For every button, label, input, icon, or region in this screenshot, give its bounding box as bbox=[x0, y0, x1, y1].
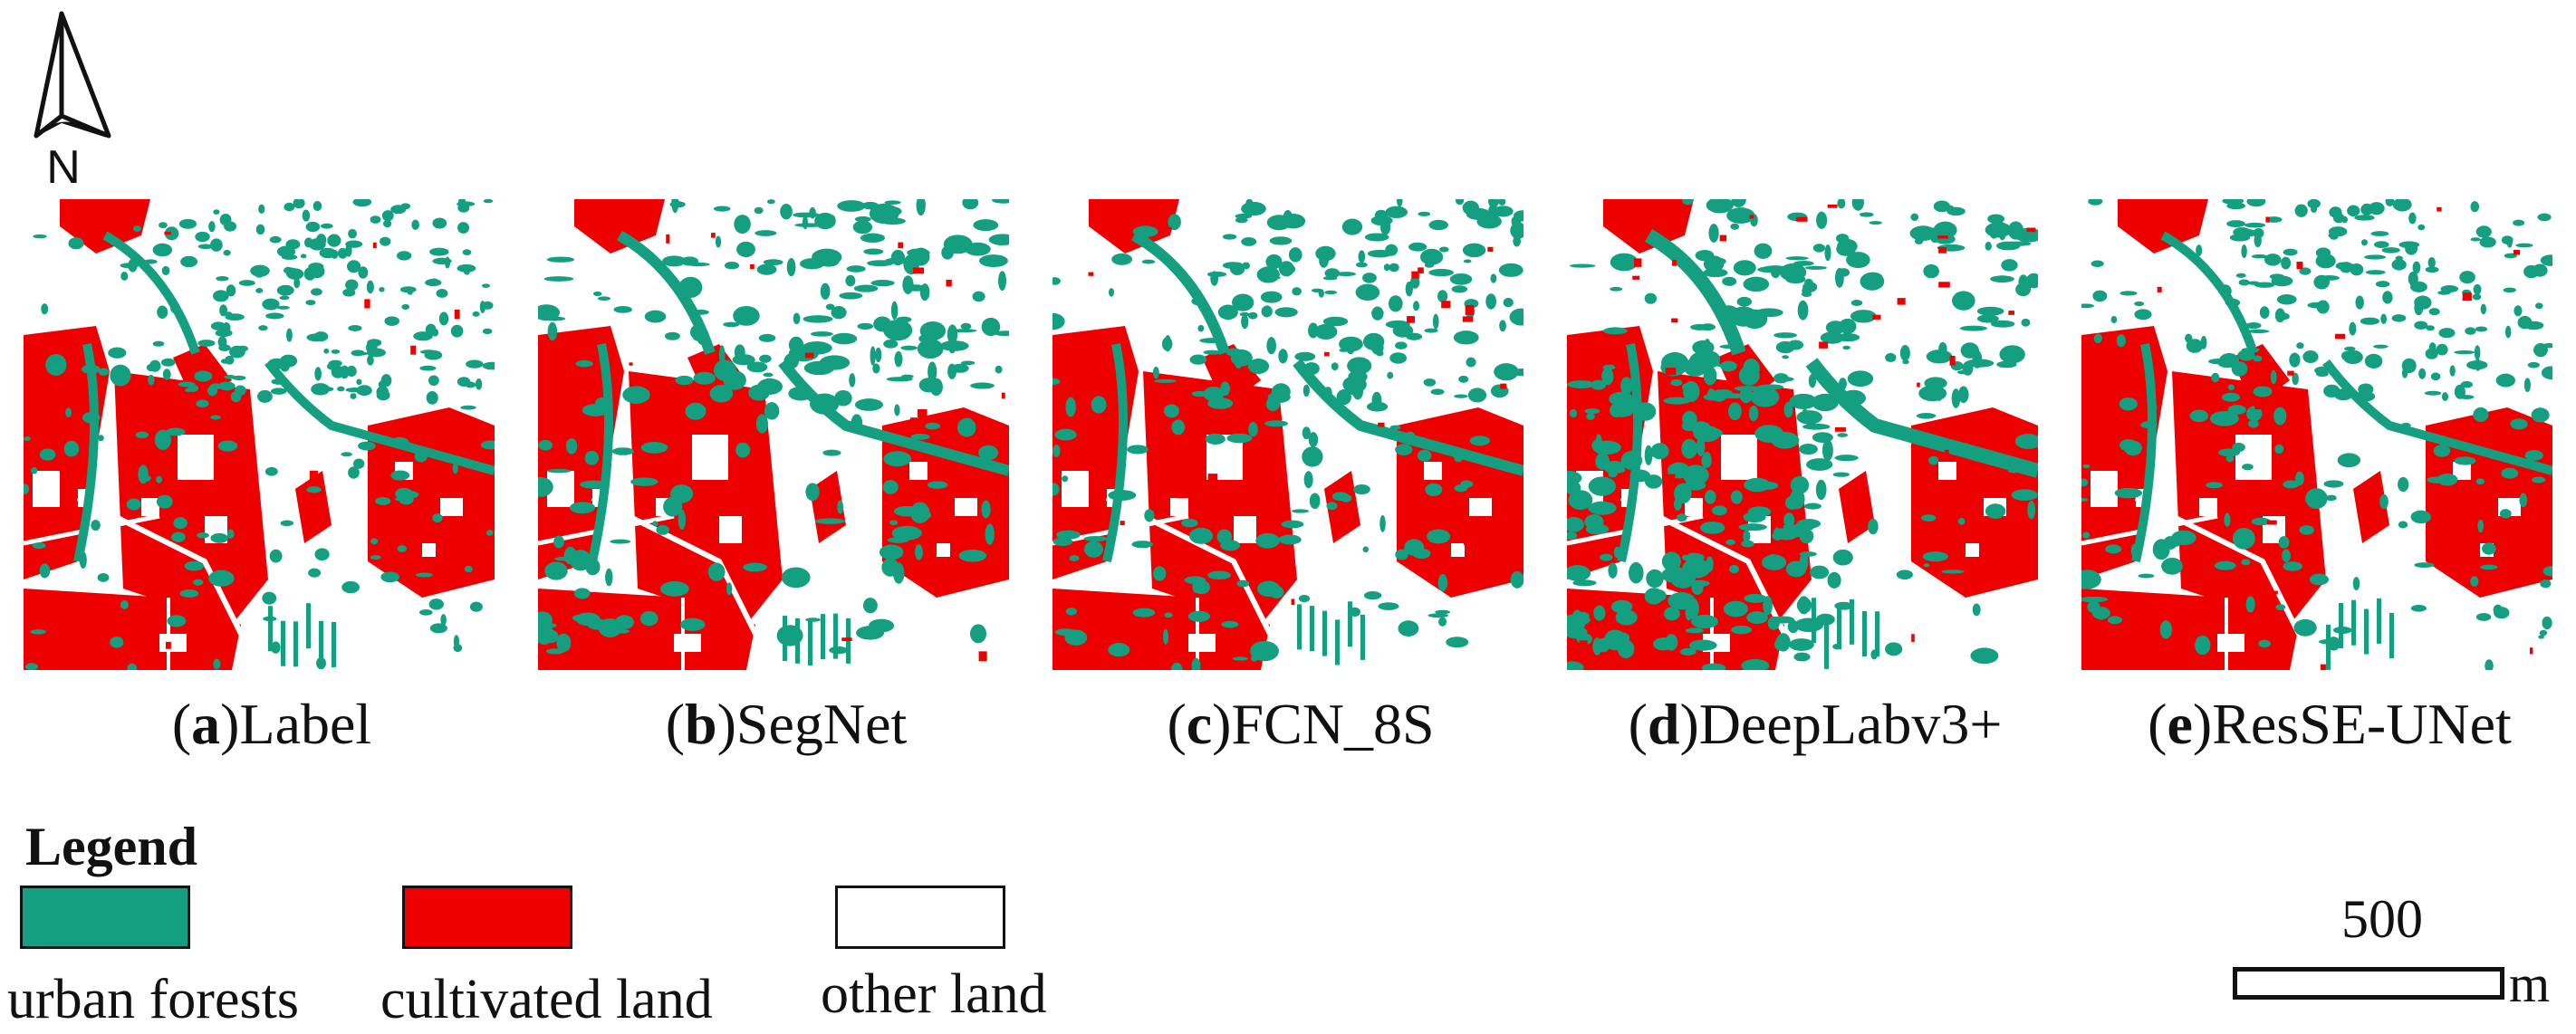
map-panel-fcn8s bbox=[1053, 199, 1523, 670]
map-panel-deeplabv3 bbox=[1567, 199, 2038, 670]
legend-title: Legend bbox=[25, 817, 198, 876]
scale-bar bbox=[2233, 967, 2504, 1000]
caption-fcn8s: (c)FCN_8S bbox=[1167, 692, 1435, 756]
caption-label: (a)Label bbox=[171, 692, 372, 756]
legend-swatch-other-land bbox=[835, 886, 1005, 949]
map-image-deeplabv3 bbox=[1567, 199, 2038, 670]
scale-bar-unit: m bbox=[2509, 954, 2551, 1013]
map-panel-label bbox=[24, 199, 495, 670]
legend-label-urban-forests: urban forests bbox=[7, 969, 299, 1030]
map-image-fcn8s bbox=[1053, 199, 1523, 670]
caption-resse-unet: (e)ResSE-UNet bbox=[2148, 692, 2512, 756]
map-image-resse-unet bbox=[2081, 199, 2552, 670]
map-panel-resse-unet bbox=[2081, 199, 2552, 670]
scale-bar-value: 500 bbox=[2341, 889, 2423, 949]
map-image-label bbox=[24, 199, 495, 670]
caption-deeplabv3: (d)DeepLabv3+ bbox=[1628, 692, 2003, 756]
legend-swatch-cultivated-land bbox=[402, 886, 572, 949]
north-arrow: N bbox=[18, 9, 118, 190]
legend-label-other-land: other land bbox=[821, 963, 1047, 1025]
map-panel-segnet bbox=[538, 199, 1009, 670]
legend-swatch-urban-forests bbox=[20, 886, 190, 949]
legend-label-cultivated-land: cultivated land bbox=[380, 969, 713, 1030]
north-label: N bbox=[46, 141, 81, 190]
caption-segnet: (b)SegNet bbox=[665, 692, 908, 756]
map-image-segnet bbox=[538, 199, 1009, 670]
north-arrow-icon: N bbox=[34, 11, 111, 190]
